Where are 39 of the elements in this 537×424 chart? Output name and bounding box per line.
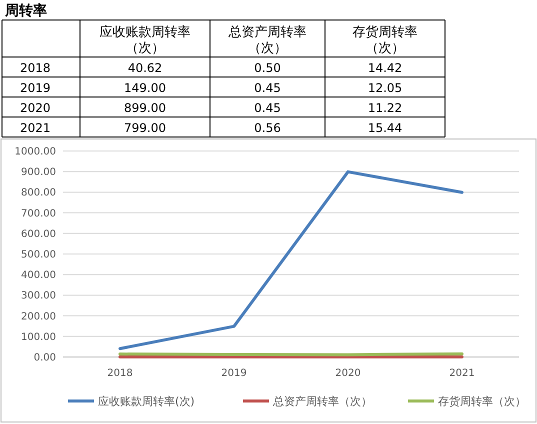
y-tick-label: 900.00 [21,167,56,178]
text: 12.05 [368,81,402,95]
y-tick-label: 1000.00 [14,146,56,158]
category-label: 2018 [20,61,51,75]
text: 0.45 [254,101,281,115]
text: 40.62 [128,61,162,75]
text: 0.50 [254,61,281,75]
y-tick-label: 100.00 [21,332,56,343]
x-tick-label: 2018 [107,368,133,379]
y-tick-label: 0.00 [34,352,56,364]
x-tick-label: 2021 [449,368,475,379]
text: 799.00 [124,121,166,135]
y-tick-label: 700.00 [21,208,56,220]
text: 899.00 [124,101,166,115]
y-tick-label: 800.00 [21,188,56,199]
text: 11.22 [368,101,402,115]
text: 0.45 [254,81,281,95]
text: 存货周转率（次） [352,24,418,56]
text: 14.42 [368,61,402,75]
category-label: 2020 [20,101,51,115]
legend-label: 存货周转率（次） [438,395,526,408]
text: 149.00 [124,81,166,95]
line-series [118,170,464,350]
text: 15.44 [368,121,402,135]
x-tick-label: 2020 [335,368,361,379]
legend-label: 总资产周转率（次） [272,395,372,408]
y-tick-label: 600.00 [21,228,56,240]
y-tick-label: 500.00 [21,250,56,260]
y-tick-label: 400.00 [21,270,56,282]
legend-label: 应收账款周转率(次) [98,395,195,408]
y-tick-label: 200.00 [21,311,56,322]
category-label: 2019 [20,81,51,95]
y-tick-label: 300.00 [21,290,56,302]
text: 总资产周转率（次） [228,24,306,56]
text: 0.56 [254,121,281,135]
category-label: 2021 [20,121,51,135]
text: 应收账款周转率（次） [100,24,190,56]
x-tick-label: 2019 [221,368,247,379]
chart-title: 周转率 [4,2,47,19]
